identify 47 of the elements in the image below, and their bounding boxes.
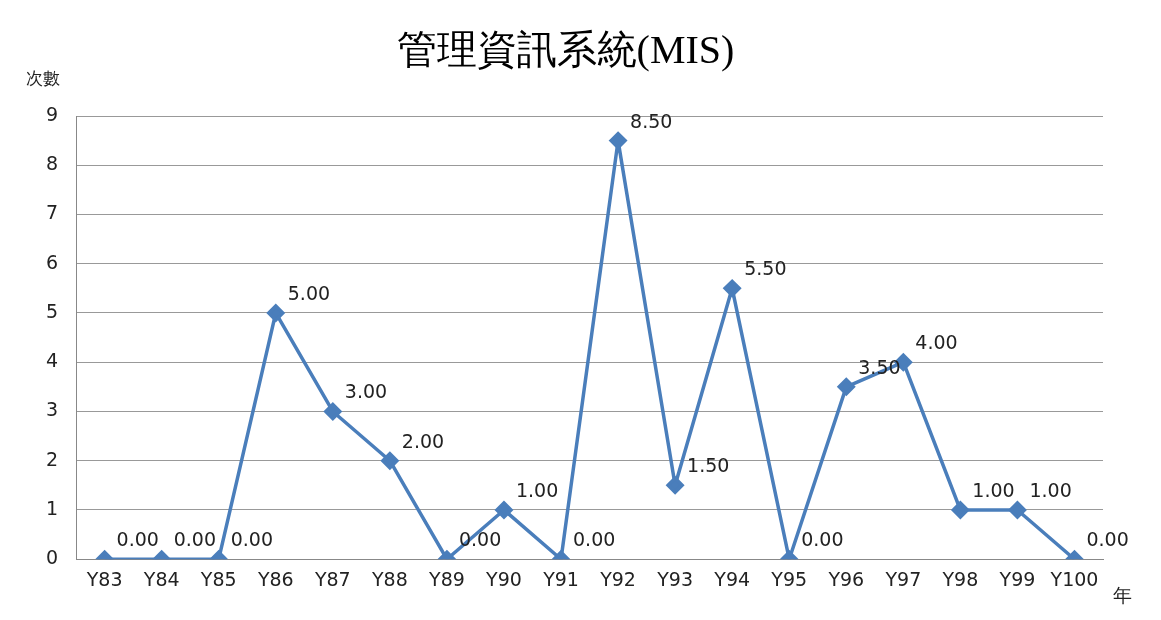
x-tick-label: Y100 — [1049, 567, 1099, 590]
y-tick-label: 9 — [45, 102, 59, 125]
x-tick-label: Y90 — [485, 567, 522, 590]
data-label: 1.50 — [687, 454, 730, 477]
data-label: 0.00 — [1086, 528, 1129, 551]
x-tick-label: Y83 — [85, 567, 123, 590]
y-tick-label: 2 — [45, 447, 59, 470]
chart-title: 管理資訊系統(MIS) — [396, 26, 735, 72]
y-axis-title: 次數 — [26, 68, 60, 89]
y-tick-label: 4 — [45, 349, 59, 372]
x-tick-label: Y92 — [599, 567, 636, 590]
data-label: 0.00 — [173, 528, 216, 551]
x-tick-label: Y95 — [770, 567, 808, 590]
x-axis-title: 年 — [1113, 584, 1132, 607]
data-label: 8.50 — [630, 109, 673, 132]
y-tick-label: 7 — [45, 201, 59, 224]
data-label: 5.00 — [287, 281, 331, 304]
x-tick-label: Y85 — [199, 567, 237, 590]
data-label: 0.00 — [116, 528, 159, 551]
x-tick-label: Y98 — [941, 567, 979, 590]
x-tick-label: Y94 — [713, 567, 751, 590]
x-tick-label: Y97 — [884, 567, 922, 590]
data-label: 2.00 — [401, 429, 445, 452]
data-label: 5.50 — [744, 257, 787, 280]
data-label: 0.00 — [573, 528, 616, 551]
data-label: 1.00 — [515, 478, 559, 501]
x-tick-label: Y84 — [142, 567, 180, 590]
y-tick-label: 1 — [45, 496, 59, 519]
data-label: 4.00 — [915, 331, 958, 354]
x-tick-label: Y87 — [313, 567, 351, 590]
y-tick-label: 0 — [45, 546, 59, 569]
x-tick-label: Y89 — [428, 567, 465, 590]
y-tick-label: 8 — [45, 152, 59, 175]
x-tick-label: Y91 — [542, 567, 579, 590]
data-label: 1.00 — [1029, 478, 1072, 501]
x-tick-label: Y99 — [998, 567, 1036, 590]
y-tick-label: 3 — [45, 398, 59, 421]
y-tick-label: 5 — [45, 299, 59, 322]
data-label: 3.00 — [344, 380, 388, 403]
y-tick-label: 6 — [45, 250, 59, 273]
x-tick-label: Y86 — [256, 567, 294, 590]
x-tick-label: Y88 — [370, 567, 408, 590]
data-label: 0.00 — [801, 528, 844, 551]
data-label: 0.00 — [230, 528, 274, 551]
x-tick-label: Y96 — [827, 567, 865, 590]
data-label: 1.00 — [972, 478, 1015, 501]
x-tick-label: Y93 — [656, 567, 694, 590]
